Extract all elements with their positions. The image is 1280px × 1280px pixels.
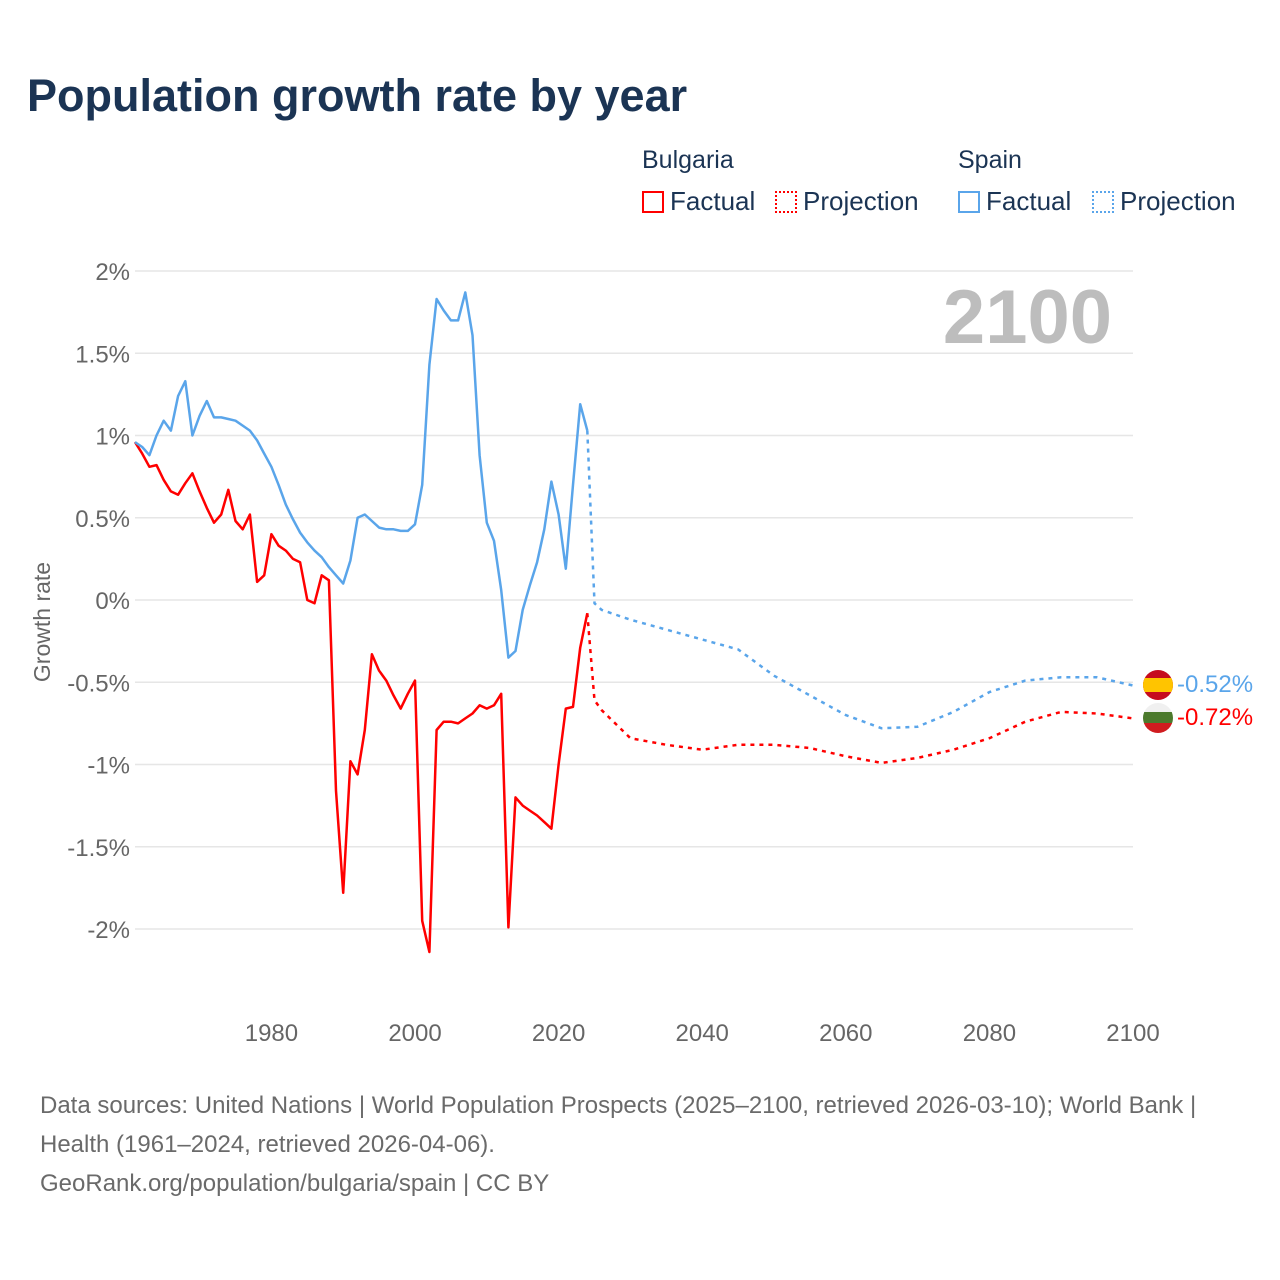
legend-swatch-dotted [1092,190,1114,213]
y-tick-label: 0.5% [75,506,130,533]
legend-spain-projection[interactable]: Projection [1092,186,1236,217]
x-tick-label: 2100 [1106,1020,1159,1047]
bulgaria-flag-icon [1143,703,1173,733]
y-tick-label: 1.5% [75,341,130,368]
legend-spain-factual[interactable]: Factual [958,186,1071,217]
legend-bulgaria-projection[interactable]: Projection [775,186,919,217]
spain-flag-icon [1143,670,1173,700]
legend-spain-heading: Spain [958,146,1022,174]
legend-label: Factual [986,186,1072,216]
legend-label: Factual [670,186,756,216]
y-tick-label: 1% [95,424,130,451]
y-tick-label: -0.5% [67,670,130,697]
legend-swatch-dotted [775,190,797,213]
y-axis-label: Growth rate [29,562,55,682]
x-tick-label: 1980 [245,1020,298,1047]
legend-swatch-solid [958,190,980,213]
page-title: Population growth rate by year [27,70,688,121]
legend-bulgaria-heading: Bulgaria [642,146,734,174]
year-watermark: 2100 [943,275,1112,360]
y-tick-label: 0% [95,588,130,615]
legend-label: Projection [1120,186,1236,216]
data-sources: Data sources: United Nations | World Pop… [40,1092,1197,1158]
spain-end-label: -0.52% [1177,671,1253,698]
y-tick-label: -1% [87,753,130,780]
y-tick-label: -2% [87,917,130,944]
series-bulgaria-projection [586,613,1134,765]
x-tick-label: 2000 [388,1020,441,1047]
x-tick-label: 2020 [532,1020,585,1047]
x-tick-label: 2060 [819,1020,872,1047]
source-link[interactable]: GeoRank.org/population/bulgaria/spain | … [40,1170,550,1197]
series-spain-projection [586,430,1134,730]
legend-label: Projection [803,186,919,216]
y-tick-label: -1.5% [67,835,130,862]
legend-swatch-solid [642,190,664,213]
series-spain-factual [134,291,589,659]
bulgaria-end-label: -0.72% [1177,704,1253,731]
series-bulgaria-factual [133,441,589,954]
legend-bulgaria-factual[interactable]: Factual [642,186,755,217]
x-tick-label: 2040 [676,1020,729,1047]
y-tick-label: 2% [95,259,130,286]
x-tick-label: 2080 [963,1020,1016,1047]
